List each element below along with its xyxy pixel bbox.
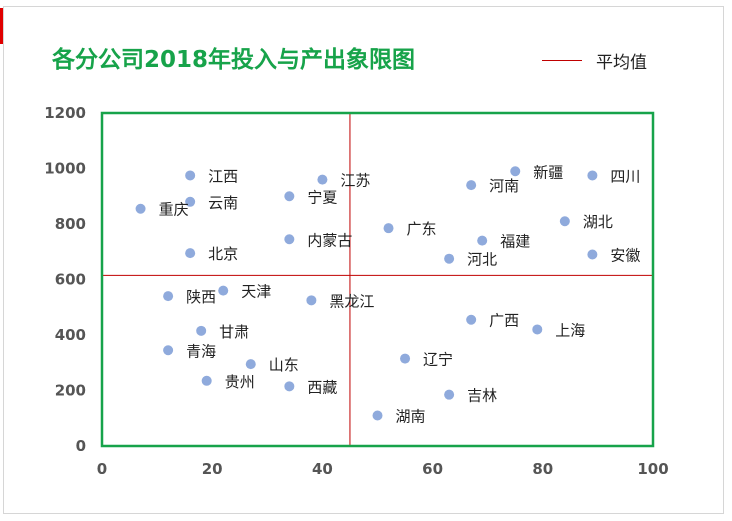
y-tick-label: 200 bbox=[55, 382, 86, 400]
y-tick-label: 1200 bbox=[44, 104, 86, 122]
x-axis-tick-labels: 0 20 40 60 80 100 bbox=[97, 460, 669, 478]
legend-line-swatch bbox=[542, 60, 582, 61]
data-point[interactable] bbox=[284, 381, 295, 392]
plot-area-border[interactable] bbox=[100, 111, 655, 448]
data-label: 江苏 bbox=[340, 172, 370, 190]
data-point[interactable] bbox=[510, 166, 521, 177]
data-point[interactable] bbox=[466, 180, 477, 191]
data-point[interactable] bbox=[444, 389, 455, 400]
y-axis-tick-labels: 0 200 400 600 800 1000 1200 bbox=[44, 104, 86, 455]
data-point[interactable] bbox=[559, 216, 570, 227]
data-label: 重庆 bbox=[159, 201, 189, 219]
data-point[interactable] bbox=[444, 253, 455, 264]
x-tick-label: 20 bbox=[202, 460, 223, 478]
data-point[interactable] bbox=[218, 285, 229, 296]
data-label: 湖南 bbox=[396, 407, 426, 425]
average-lines bbox=[102, 113, 653, 446]
data-label: 贵州 bbox=[225, 373, 255, 391]
data-label: 天津 bbox=[241, 283, 271, 301]
data-label: 上海 bbox=[555, 321, 585, 339]
data-label: 黑龙江 bbox=[329, 292, 374, 310]
data-label: 北京 bbox=[208, 245, 238, 263]
data-point[interactable] bbox=[284, 234, 295, 245]
data-point[interactable] bbox=[372, 410, 383, 421]
data-label: 河南 bbox=[489, 177, 519, 195]
data-label: 辽宁 bbox=[423, 351, 453, 369]
chart-title[interactable]: 各分公司2018年投入与产出象限图 bbox=[52, 47, 416, 73]
data-point[interactable] bbox=[201, 375, 212, 386]
data-points bbox=[135, 166, 598, 421]
y-tick-label: 600 bbox=[55, 271, 86, 289]
data-label: 青海 bbox=[186, 342, 216, 360]
data-point[interactable] bbox=[317, 174, 328, 185]
y-tick-label: 400 bbox=[55, 326, 86, 344]
data-label: 山东 bbox=[269, 356, 299, 374]
x-tick-label: 0 bbox=[97, 460, 107, 478]
data-point[interactable] bbox=[163, 345, 174, 356]
data-point[interactable] bbox=[163, 291, 174, 302]
data-point[interactable] bbox=[135, 203, 146, 214]
data-point[interactable] bbox=[245, 359, 256, 370]
data-label: 宁夏 bbox=[307, 188, 337, 206]
x-tick-label: 60 bbox=[422, 460, 443, 478]
legend[interactable]: 平均值 bbox=[542, 48, 647, 73]
data-label: 安徽 bbox=[610, 247, 640, 265]
data-point[interactable] bbox=[185, 248, 196, 259]
data-label: 甘肃 bbox=[219, 323, 249, 341]
x-tick-label: 40 bbox=[312, 460, 333, 478]
y-tick-label: 1000 bbox=[44, 160, 86, 178]
data-label: 西藏 bbox=[307, 378, 337, 396]
data-label: 新疆 bbox=[533, 163, 563, 181]
data-label: 广东 bbox=[407, 220, 437, 238]
data-point[interactable] bbox=[383, 223, 394, 234]
data-point[interactable] bbox=[284, 191, 295, 202]
data-point[interactable] bbox=[306, 295, 317, 306]
data-label: 内蒙古 bbox=[307, 231, 352, 249]
x-tick-label: 100 bbox=[637, 460, 668, 478]
data-label: 福建 bbox=[500, 233, 530, 251]
data-point[interactable] bbox=[466, 314, 477, 325]
data-label: 吉林 bbox=[467, 387, 497, 405]
data-point[interactable] bbox=[185, 170, 196, 181]
y-tick-label: 0 bbox=[76, 437, 86, 455]
chart-area[interactable] bbox=[3, 6, 724, 514]
x-tick-label: 80 bbox=[532, 460, 553, 478]
data-label: 湖北 bbox=[583, 213, 613, 231]
data-label: 河北 bbox=[467, 251, 497, 269]
data-point[interactable] bbox=[587, 170, 598, 181]
data-point[interactable] bbox=[185, 196, 196, 207]
data-label: 广西 bbox=[489, 312, 519, 330]
data-label: 四川 bbox=[610, 167, 640, 185]
data-point[interactable] bbox=[400, 353, 411, 364]
data-point[interactable] bbox=[587, 249, 598, 260]
legend-label: 平均值 bbox=[596, 53, 647, 73]
data-point[interactable] bbox=[196, 325, 207, 336]
data-label: 江西 bbox=[208, 167, 238, 185]
data-point[interactable] bbox=[532, 324, 543, 335]
data-point[interactable] bbox=[477, 235, 488, 246]
data-label: 陕西 bbox=[186, 288, 216, 306]
data-label: 云南 bbox=[208, 194, 238, 212]
y-tick-label: 800 bbox=[55, 215, 86, 233]
